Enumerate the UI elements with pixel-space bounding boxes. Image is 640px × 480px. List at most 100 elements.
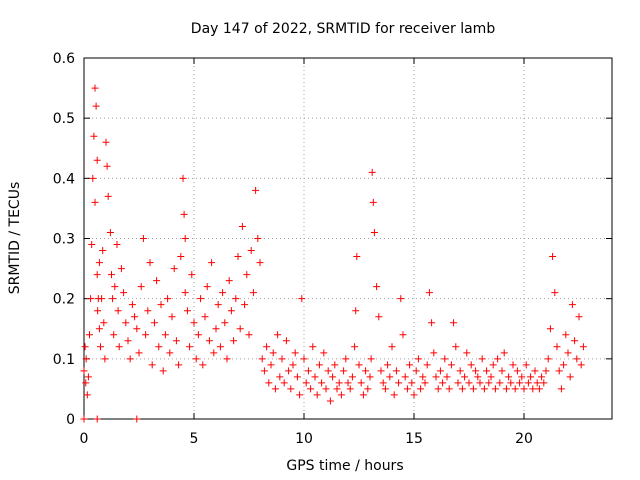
data-point xyxy=(124,337,132,345)
data-point xyxy=(148,361,156,369)
data-point xyxy=(450,319,458,327)
data-point xyxy=(489,361,497,369)
data-point xyxy=(500,349,508,357)
data-point xyxy=(478,355,486,363)
data-point xyxy=(553,343,561,351)
data-point xyxy=(243,271,251,279)
data-point xyxy=(278,355,286,363)
data-point xyxy=(386,373,394,381)
data-point xyxy=(419,373,427,381)
data-point xyxy=(577,361,585,369)
data-point xyxy=(573,355,581,363)
y-axis-label: SRMTID / TECUs xyxy=(7,182,23,295)
data-point xyxy=(357,379,365,387)
data-point xyxy=(369,198,377,206)
data-point xyxy=(333,385,341,393)
data-point xyxy=(135,349,143,357)
data-point xyxy=(538,373,546,381)
data-point xyxy=(454,379,462,387)
x-tick-label: 10 xyxy=(295,431,313,447)
data-point xyxy=(285,367,293,375)
data-point xyxy=(114,307,122,315)
data-point xyxy=(487,373,495,381)
data-point xyxy=(95,259,103,267)
data-point xyxy=(562,331,570,339)
data-point xyxy=(388,343,396,351)
data-point xyxy=(115,343,123,351)
data-point xyxy=(439,379,447,387)
data-point xyxy=(352,307,360,315)
data-point xyxy=(318,379,326,387)
data-point xyxy=(551,289,559,297)
data-point xyxy=(238,222,246,230)
data-point xyxy=(223,355,231,363)
y-tick-label: 0.2 xyxy=(53,292,75,308)
data-point xyxy=(227,307,235,315)
chart-title: Day 147 of 2022, SRMTID for receiver lam… xyxy=(191,21,496,37)
data-point xyxy=(324,367,332,375)
data-point xyxy=(313,391,321,399)
data-point xyxy=(181,289,189,297)
data-point xyxy=(516,379,524,387)
data-point xyxy=(245,331,253,339)
data-point xyxy=(533,379,541,387)
data-point xyxy=(100,319,108,327)
data-point xyxy=(571,337,579,345)
data-point xyxy=(87,295,95,303)
data-point xyxy=(267,361,275,369)
data-point xyxy=(122,319,130,327)
data-point xyxy=(88,241,96,249)
data-point xyxy=(340,367,348,375)
data-point xyxy=(304,367,312,375)
data-point xyxy=(90,132,98,140)
data-point xyxy=(320,349,328,357)
x-axis-label: GPS time / hours xyxy=(286,458,403,474)
data-point xyxy=(529,385,537,393)
data-point xyxy=(452,343,460,351)
data-point xyxy=(142,331,150,339)
data-point xyxy=(401,373,409,381)
data-point xyxy=(344,379,352,387)
data-point xyxy=(192,355,200,363)
data-point xyxy=(417,385,425,393)
data-point xyxy=(94,307,102,315)
data-point xyxy=(307,385,315,393)
data-point xyxy=(329,373,337,381)
data-point xyxy=(579,343,587,351)
data-point xyxy=(256,259,264,267)
data-point xyxy=(342,355,350,363)
data-point xyxy=(564,349,572,357)
data-point xyxy=(166,349,174,357)
data-point xyxy=(241,301,249,309)
data-point xyxy=(93,415,101,423)
data-point xyxy=(254,235,262,242)
data-point xyxy=(133,415,141,423)
data-point xyxy=(476,379,484,387)
data-point xyxy=(91,198,99,206)
data-point xyxy=(480,385,488,393)
data-point xyxy=(210,349,218,357)
data-point xyxy=(81,343,89,351)
data-point xyxy=(80,415,88,423)
data-point xyxy=(194,331,202,339)
data-point xyxy=(335,379,343,387)
data-point xyxy=(364,385,372,393)
data-point xyxy=(203,283,211,291)
data-point xyxy=(436,367,444,375)
data-point xyxy=(97,343,104,351)
data-point xyxy=(199,361,207,369)
data-point xyxy=(469,385,477,393)
data-point xyxy=(384,361,392,369)
data-point xyxy=(399,331,407,339)
data-point xyxy=(322,385,330,393)
data-point xyxy=(91,84,99,92)
data-point xyxy=(269,349,277,357)
data-point xyxy=(392,367,400,375)
data-point xyxy=(137,283,145,291)
data-point xyxy=(531,367,539,375)
data-point xyxy=(260,367,268,375)
data-point xyxy=(287,385,295,393)
data-point xyxy=(111,283,119,291)
data-point xyxy=(406,361,414,369)
data-point xyxy=(443,373,451,381)
